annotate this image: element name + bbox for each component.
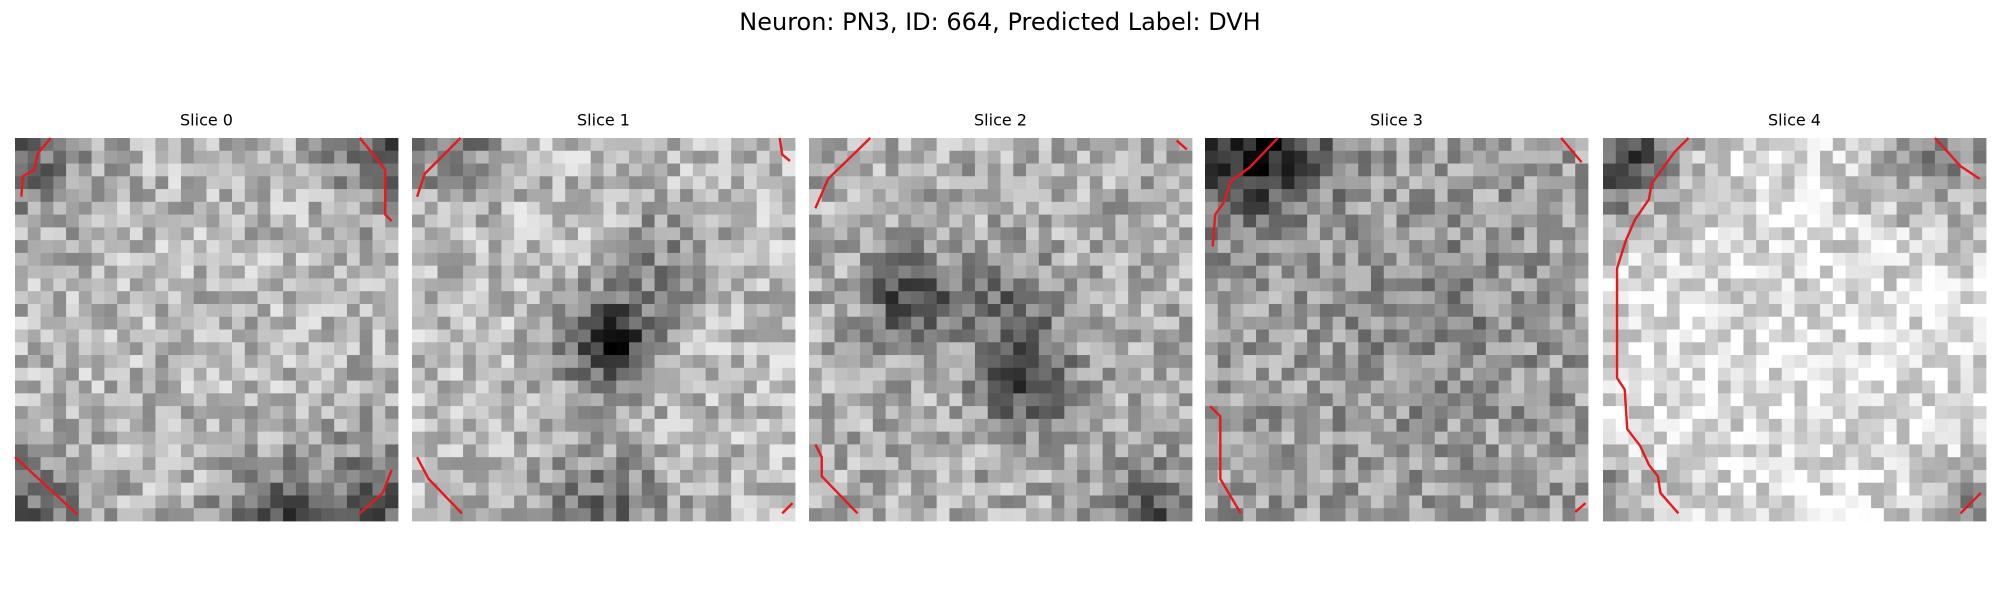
- slice-image: [809, 138, 1193, 522]
- slice-image: [15, 138, 399, 522]
- contour-line: [417, 457, 462, 513]
- slice-title: Slice 1: [577, 111, 630, 130]
- contour-line: [360, 138, 392, 221]
- contour-line: [15, 457, 78, 514]
- contour-line: [815, 444, 857, 513]
- contour-group: [417, 138, 792, 513]
- contour-line: [1617, 138, 1688, 513]
- slice-panel: Slice 2: [809, 111, 1192, 522]
- contour-group: [1617, 138, 1981, 513]
- slice-image: [1603, 138, 1987, 522]
- figure-title: Neuron: PN3, ID: 664, Predicted Label: D…: [739, 8, 1260, 36]
- contour-line: [1210, 406, 1241, 513]
- slice-title: Slice 4: [1768, 111, 1821, 130]
- contour-line: [1575, 503, 1585, 512]
- contour-group: [815, 138, 1187, 513]
- slice-title: Slice 0: [180, 111, 233, 130]
- slice-image: [412, 138, 796, 522]
- contour-line: [1960, 493, 1980, 513]
- contour-group: [15, 138, 392, 515]
- contour-line: [21, 138, 50, 197]
- contour-line: [1177, 141, 1187, 150]
- slice-panel: Slice 4: [1603, 111, 1986, 522]
- contour-line: [360, 470, 392, 513]
- slice-panel: Slice 1: [412, 111, 795, 522]
- contour-line: [417, 138, 460, 197]
- slice-title: Slice 3: [1370, 111, 1423, 130]
- contour-line: [780, 138, 790, 161]
- contour-line: [1213, 138, 1278, 247]
- slice-title: Slice 2: [974, 111, 1027, 130]
- slice-image: [1205, 138, 1589, 522]
- contour-line: [815, 138, 870, 208]
- contour-line: [1561, 138, 1581, 162]
- panels: Slice 0 Slice 1 Slice 2 Slice 3 Slice 4: [15, 111, 1986, 522]
- contour-line: [782, 503, 792, 513]
- slice-panel: Slice 3: [1205, 111, 1588, 522]
- contour-line: [1935, 138, 1980, 179]
- slice-panel: Slice 0: [15, 111, 398, 522]
- contour-group: [1210, 138, 1585, 513]
